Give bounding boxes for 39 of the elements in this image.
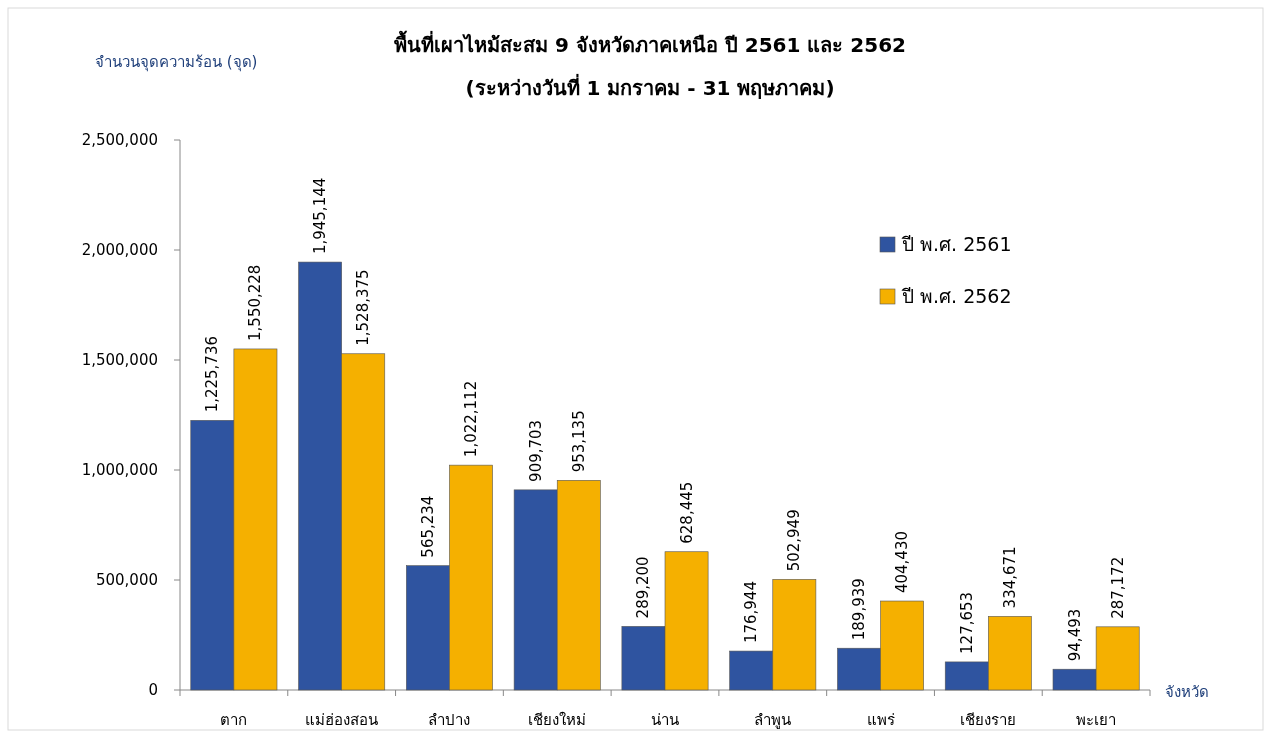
data-label: 176,944 xyxy=(742,581,761,644)
data-label: 909,703 xyxy=(526,419,545,482)
x-tick-label: ตาก xyxy=(220,711,248,729)
data-label: 1,528,375 xyxy=(354,269,373,346)
y-axis-title: จำนวนจุดความร้อน (จุด) xyxy=(95,53,258,72)
x-tick-label: น่าน xyxy=(651,711,679,729)
x-tick-label: เชียงราย xyxy=(960,711,1017,729)
y-tick-label: 500,000 xyxy=(95,571,158,589)
y-tick-label: 0 xyxy=(148,681,158,699)
legend-label: ปี พ.ศ. 2562 xyxy=(901,285,1012,307)
x-tick-label: แม่ฮ่องสอน xyxy=(305,711,379,729)
x-tick-label: พะเยา xyxy=(1076,711,1117,729)
x-tick-label: ลำปาง xyxy=(428,711,471,729)
chart-subtitle: (ระหว่างวันที่ 1 มกราคม - 31 พฤษภาคม) xyxy=(465,73,835,100)
data-label: 1,550,228 xyxy=(246,264,265,341)
x-tick-label: เชียงใหม่ xyxy=(528,711,587,729)
data-label: 953,135 xyxy=(569,410,588,473)
data-label: 94,493 xyxy=(1065,608,1084,662)
data-label: 502,949 xyxy=(785,509,804,572)
data-label: 404,430 xyxy=(893,530,912,594)
data-label: 1,945,144 xyxy=(311,177,330,255)
data-label: 628,445 xyxy=(677,481,696,544)
x-tick-label: ลำพูน xyxy=(754,711,792,729)
data-label: 334,671 xyxy=(1000,546,1019,609)
y-tick-label: 2,000,000 xyxy=(81,241,158,259)
data-label: 289,200 xyxy=(634,556,653,619)
x-tick-label: แพร่ xyxy=(866,711,895,729)
x-axis-title: จังหวัด xyxy=(1165,683,1209,701)
y-tick-label: 2,500,000 xyxy=(81,131,158,149)
data-label: 565,234 xyxy=(418,495,437,558)
data-label: 189,939 xyxy=(850,578,868,641)
data-label: 287,172 xyxy=(1108,556,1127,619)
data-label: 1,225,736 xyxy=(203,335,222,413)
legend-label: ปี พ.ศ. 2561 xyxy=(901,233,1012,255)
y-tick-label: 1,000,000 xyxy=(81,461,158,479)
y-tick-label: 1,500,000 xyxy=(81,351,158,369)
chart-title: พื้นที่เผาไหม้สะสม 9 จังหวัดภาคเหนือ ปี 2561 และ 2562 xyxy=(393,30,907,57)
data-label: 1,022,112 xyxy=(462,380,480,458)
data-label: 127,653 xyxy=(957,591,976,654)
